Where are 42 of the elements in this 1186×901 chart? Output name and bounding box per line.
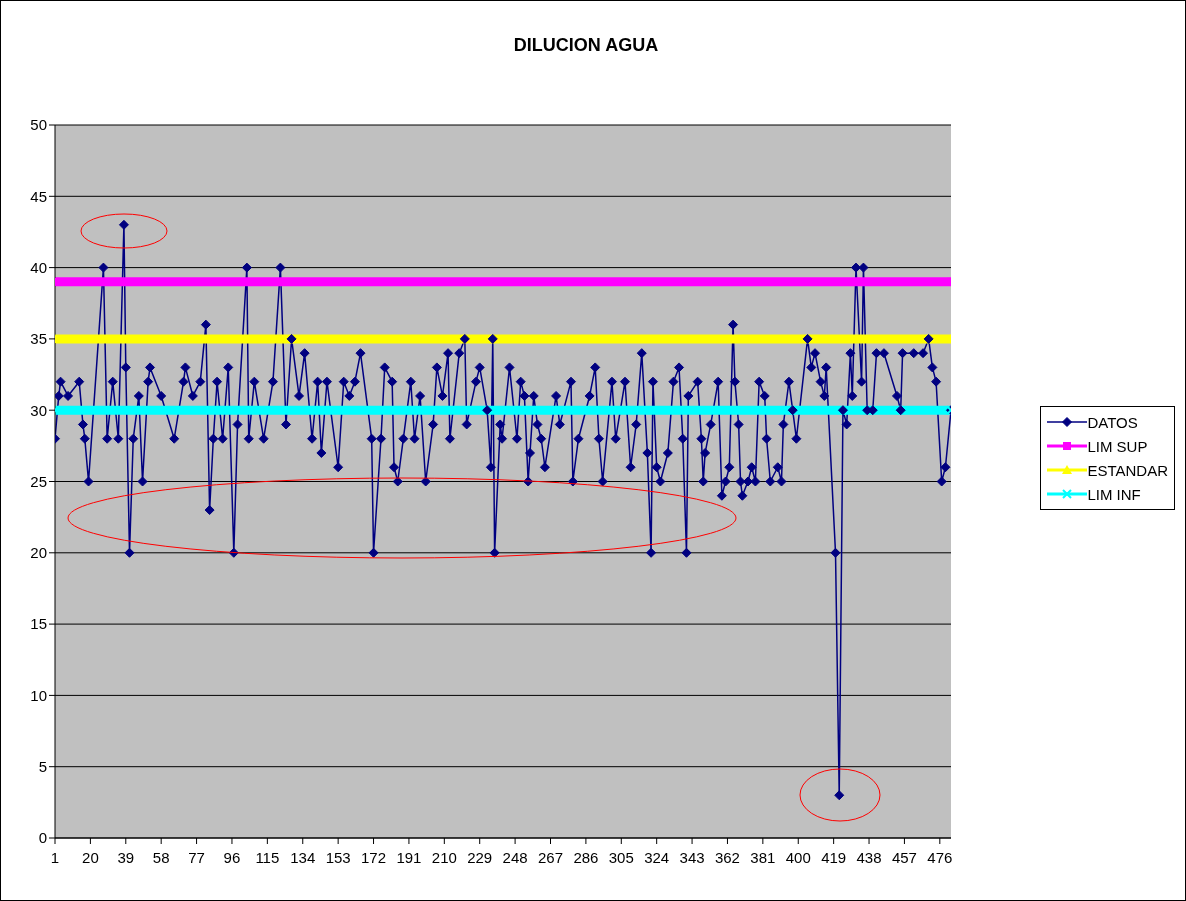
y-tick-label: 10 — [30, 686, 47, 704]
x-tick-label: 153 — [325, 848, 351, 866]
y-tick-label: 5 — [38, 758, 47, 776]
x-tick-label: 476 — [927, 848, 953, 866]
y-tick-label: 50 — [30, 116, 47, 134]
x-tick-label: 134 — [290, 848, 316, 866]
y-tick-label: 0 — [38, 829, 47, 847]
x-tick-label: 343 — [679, 848, 705, 866]
x-tick-label: 39 — [117, 848, 135, 866]
x-tick-label: 362 — [714, 848, 740, 866]
y-tick-label: 15 — [30, 615, 47, 633]
x-tick-label: 419 — [821, 848, 847, 866]
x-tick-label: 248 — [502, 848, 528, 866]
x-tick-label: 1 — [50, 848, 60, 866]
y-tick-label: 25 — [30, 472, 47, 490]
y-tick-label: 45 — [30, 187, 47, 205]
x-tick-label: 20 — [82, 848, 99, 866]
x-tick-label: 267 — [537, 848, 564, 866]
x-tick-label: 191 — [396, 848, 422, 866]
x-tick-label: 286 — [573, 848, 599, 866]
x-tick-label: 96 — [223, 848, 241, 866]
x-tick-label: 58 — [152, 848, 170, 866]
x-tick-label: 438 — [856, 848, 882, 866]
x-tick-label: 172 — [361, 848, 387, 866]
y-tick-label: 30 — [30, 401, 47, 419]
x-tick-label: 381 — [750, 848, 776, 866]
x-tick-label: 324 — [644, 848, 670, 866]
x-tick-label: 115 — [255, 848, 280, 866]
legend-label: LIM SUP — [1087, 437, 1148, 455]
x-tick-label: 77 — [188, 848, 205, 866]
x-tick-label: 457 — [891, 848, 917, 866]
x-tick-label: 210 — [431, 848, 457, 866]
x-tick-label: 400 — [785, 848, 811, 866]
y-tick-label: 20 — [30, 544, 47, 562]
y-tick-label: 40 — [30, 258, 47, 276]
x-tick-label: 305 — [608, 848, 634, 866]
chart-title: DILUCION AGUA — [512, 35, 660, 56]
x-tick-label: 229 — [467, 848, 493, 866]
y-tick-label: 35 — [30, 330, 47, 348]
legend-label: ESTANDAR — [1087, 461, 1168, 479]
legend-label: DATOS — [1087, 413, 1138, 431]
legend-label: LIM INF — [1087, 485, 1141, 503]
